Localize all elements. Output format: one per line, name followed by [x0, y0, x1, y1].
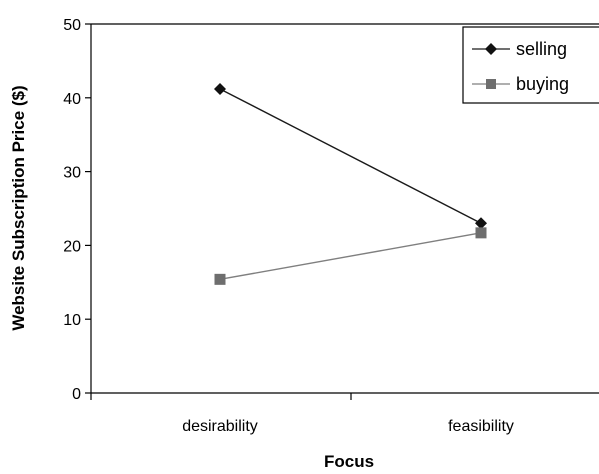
- x-axis-title: Focus: [324, 452, 374, 471]
- y-tick-label: 50: [63, 17, 81, 34]
- y-tick-label: 40: [63, 91, 81, 108]
- series-line-buying: [219, 232, 482, 281]
- y-axis-ticks: 0 10 20 30 40 50: [63, 17, 91, 403]
- legend-selling-marker: [485, 43, 497, 55]
- y-axis-title: Website Subscription Price ($): [9, 85, 28, 330]
- legend-selling-label: selling: [516, 39, 567, 59]
- x-tick-label: desirability: [182, 418, 258, 435]
- series-line-selling: [219, 88, 482, 224]
- legend-buying-marker: [486, 79, 496, 89]
- y-tick-label: 30: [63, 165, 81, 182]
- legend-box: [462, 26, 599, 104]
- data-point-buying: [214, 273, 226, 285]
- y-tick-label: 20: [63, 238, 81, 255]
- x-tick-label: feasibility: [448, 418, 514, 435]
- y-tick-label: 0: [72, 386, 81, 403]
- y-tick-label: 10: [63, 312, 81, 329]
- data-point-selling: [214, 82, 226, 95]
- legend-buying-label: buying: [516, 74, 569, 94]
- legend: selling buying: [462, 26, 599, 104]
- data-point-buying: [475, 227, 487, 239]
- x-axis-ticks: desirability feasibility: [90, 393, 514, 435]
- data-point-selling: [475, 217, 487, 230]
- series-layer: [214, 82, 487, 285]
